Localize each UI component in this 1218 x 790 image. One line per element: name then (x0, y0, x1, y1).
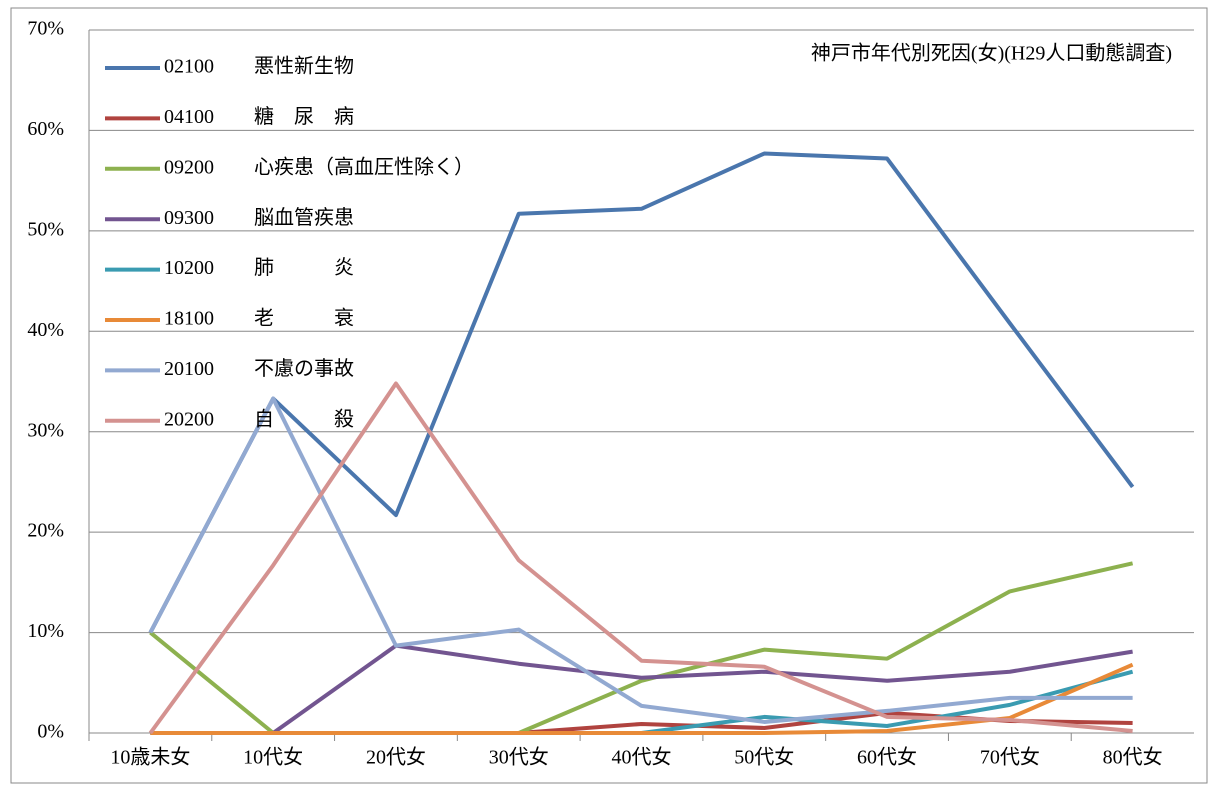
legend-label: 02100 悪性新生物 (164, 55, 354, 78)
y-tick-label: 60% (27, 118, 64, 140)
x-tick-label: 20代女 (366, 746, 426, 769)
series-line (150, 662, 1134, 735)
x-tick-label: 30代女 (489, 746, 549, 769)
series-line (148, 151, 1135, 634)
series-line (150, 643, 1133, 735)
chart-title: 神戸市年代別死因(女)(H29人口動態調査) (811, 42, 1172, 65)
x-tick-label: 50代女 (734, 746, 794, 769)
legend-label: 04100 糖 尿 病 (164, 105, 354, 128)
legend-label: 20200 自 殺 (164, 407, 354, 430)
x-tick-label: 10歳未女 (110, 746, 190, 769)
legend-label: 18100 老 衰 (164, 307, 354, 330)
series-line (148, 381, 1133, 735)
x-tick-label: 70代女 (980, 746, 1040, 769)
y-tick-label: 30% (27, 419, 64, 441)
x-tick-label: 10代女 (243, 746, 303, 769)
series-line (148, 396, 1133, 724)
y-tick-label: 70% (27, 18, 64, 40)
x-tick-label: 80代女 (1103, 746, 1163, 769)
x-tick-label: 60代女 (857, 746, 917, 769)
y-tick-label: 40% (27, 319, 64, 341)
legend-label: 09300 脳血管疾患 (164, 206, 354, 229)
x-tick-label: 40代女 (612, 746, 672, 769)
y-tick-label: 20% (27, 520, 64, 542)
y-tick-label: 10% (27, 620, 64, 642)
y-tick-label: 0% (37, 721, 64, 743)
y-tick-label: 50% (27, 218, 64, 240)
legend-label: 20100 不慮の事故 (164, 357, 354, 380)
legend-label: 10200 肺 炎 (164, 257, 354, 279)
legend-label: 09200 心疾患（高血圧性除く） (164, 155, 474, 178)
